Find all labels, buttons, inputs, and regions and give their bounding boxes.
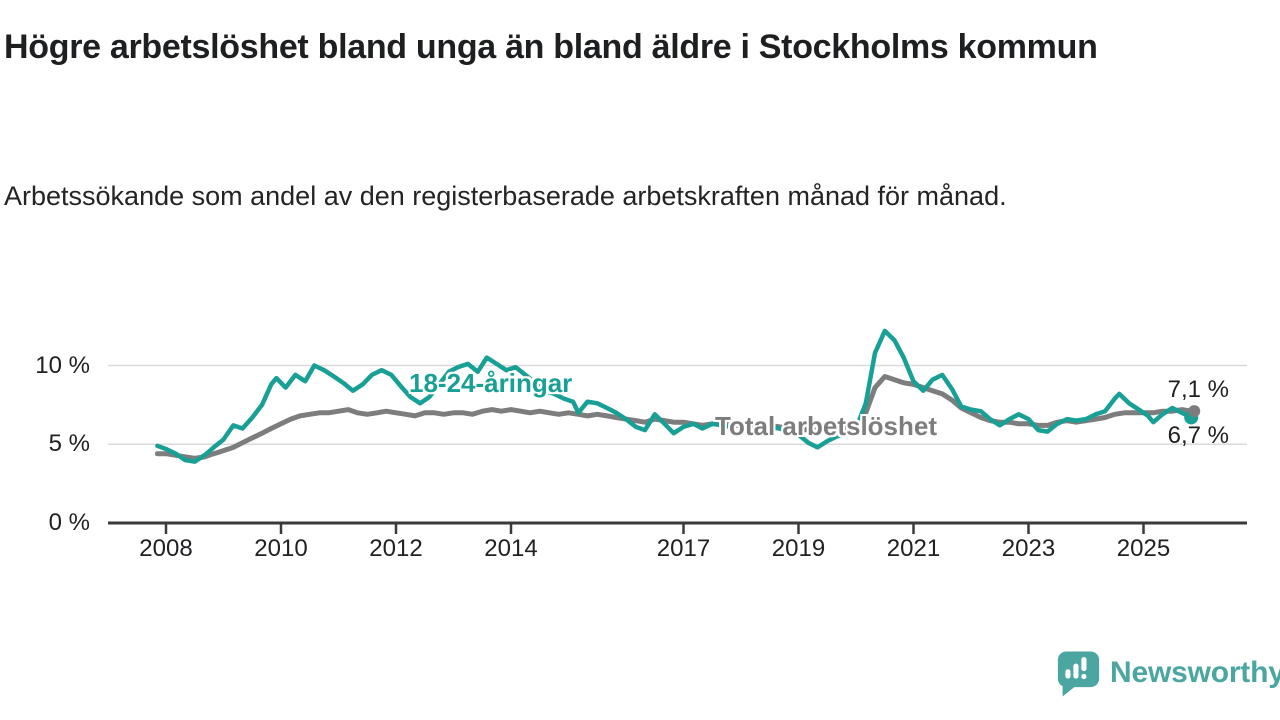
x-axis-tick-label: 2012 [369, 535, 423, 562]
x-axis-tick-label: 2021 [886, 535, 941, 562]
newsworthy-logo-icon [1057, 651, 1100, 697]
y-axis-tick-label: 5 % [48, 430, 90, 458]
page-subtitle: Arbetssökande som andel av den registerb… [4, 181, 1007, 211]
x-axis-tick-label: 2023 [1001, 535, 1056, 562]
series-end-dot-total [1188, 405, 1201, 418]
y-axis-tick-label: 0 % [48, 509, 90, 536]
brand-name: Newsworthy [1110, 656, 1280, 689]
series-line-young [155, 328, 1194, 464]
x-axis-tick-label: 2010 [254, 535, 308, 562]
x-axis-tick-label: 2019 [771, 535, 826, 562]
page-title: Högre arbetslöshet bland unga än bland ä… [4, 28, 1098, 66]
end-value-label-total: 7,1 % [1167, 376, 1229, 403]
series-label-total: Total arbetslöshet [715, 411, 938, 441]
x-axis-tick-label: 2017 [656, 535, 711, 562]
series-line-total [154, 374, 1194, 461]
end-value-label-18-24: 6,7 % [1167, 422, 1229, 449]
logo-bars-icon [1065, 657, 1087, 680]
y-axis-tick-label: 10 % [35, 351, 90, 379]
x-axis-tick-label: 2025 [1116, 535, 1171, 562]
newsworthy-logo[interactable]: Newsworthy [1056, 649, 1280, 697]
x-axis-tick-label: 2008 [139, 535, 193, 562]
x-axis-tick-label: 2014 [484, 535, 538, 562]
series-label-18-24: 18-24-åringar [409, 368, 573, 398]
